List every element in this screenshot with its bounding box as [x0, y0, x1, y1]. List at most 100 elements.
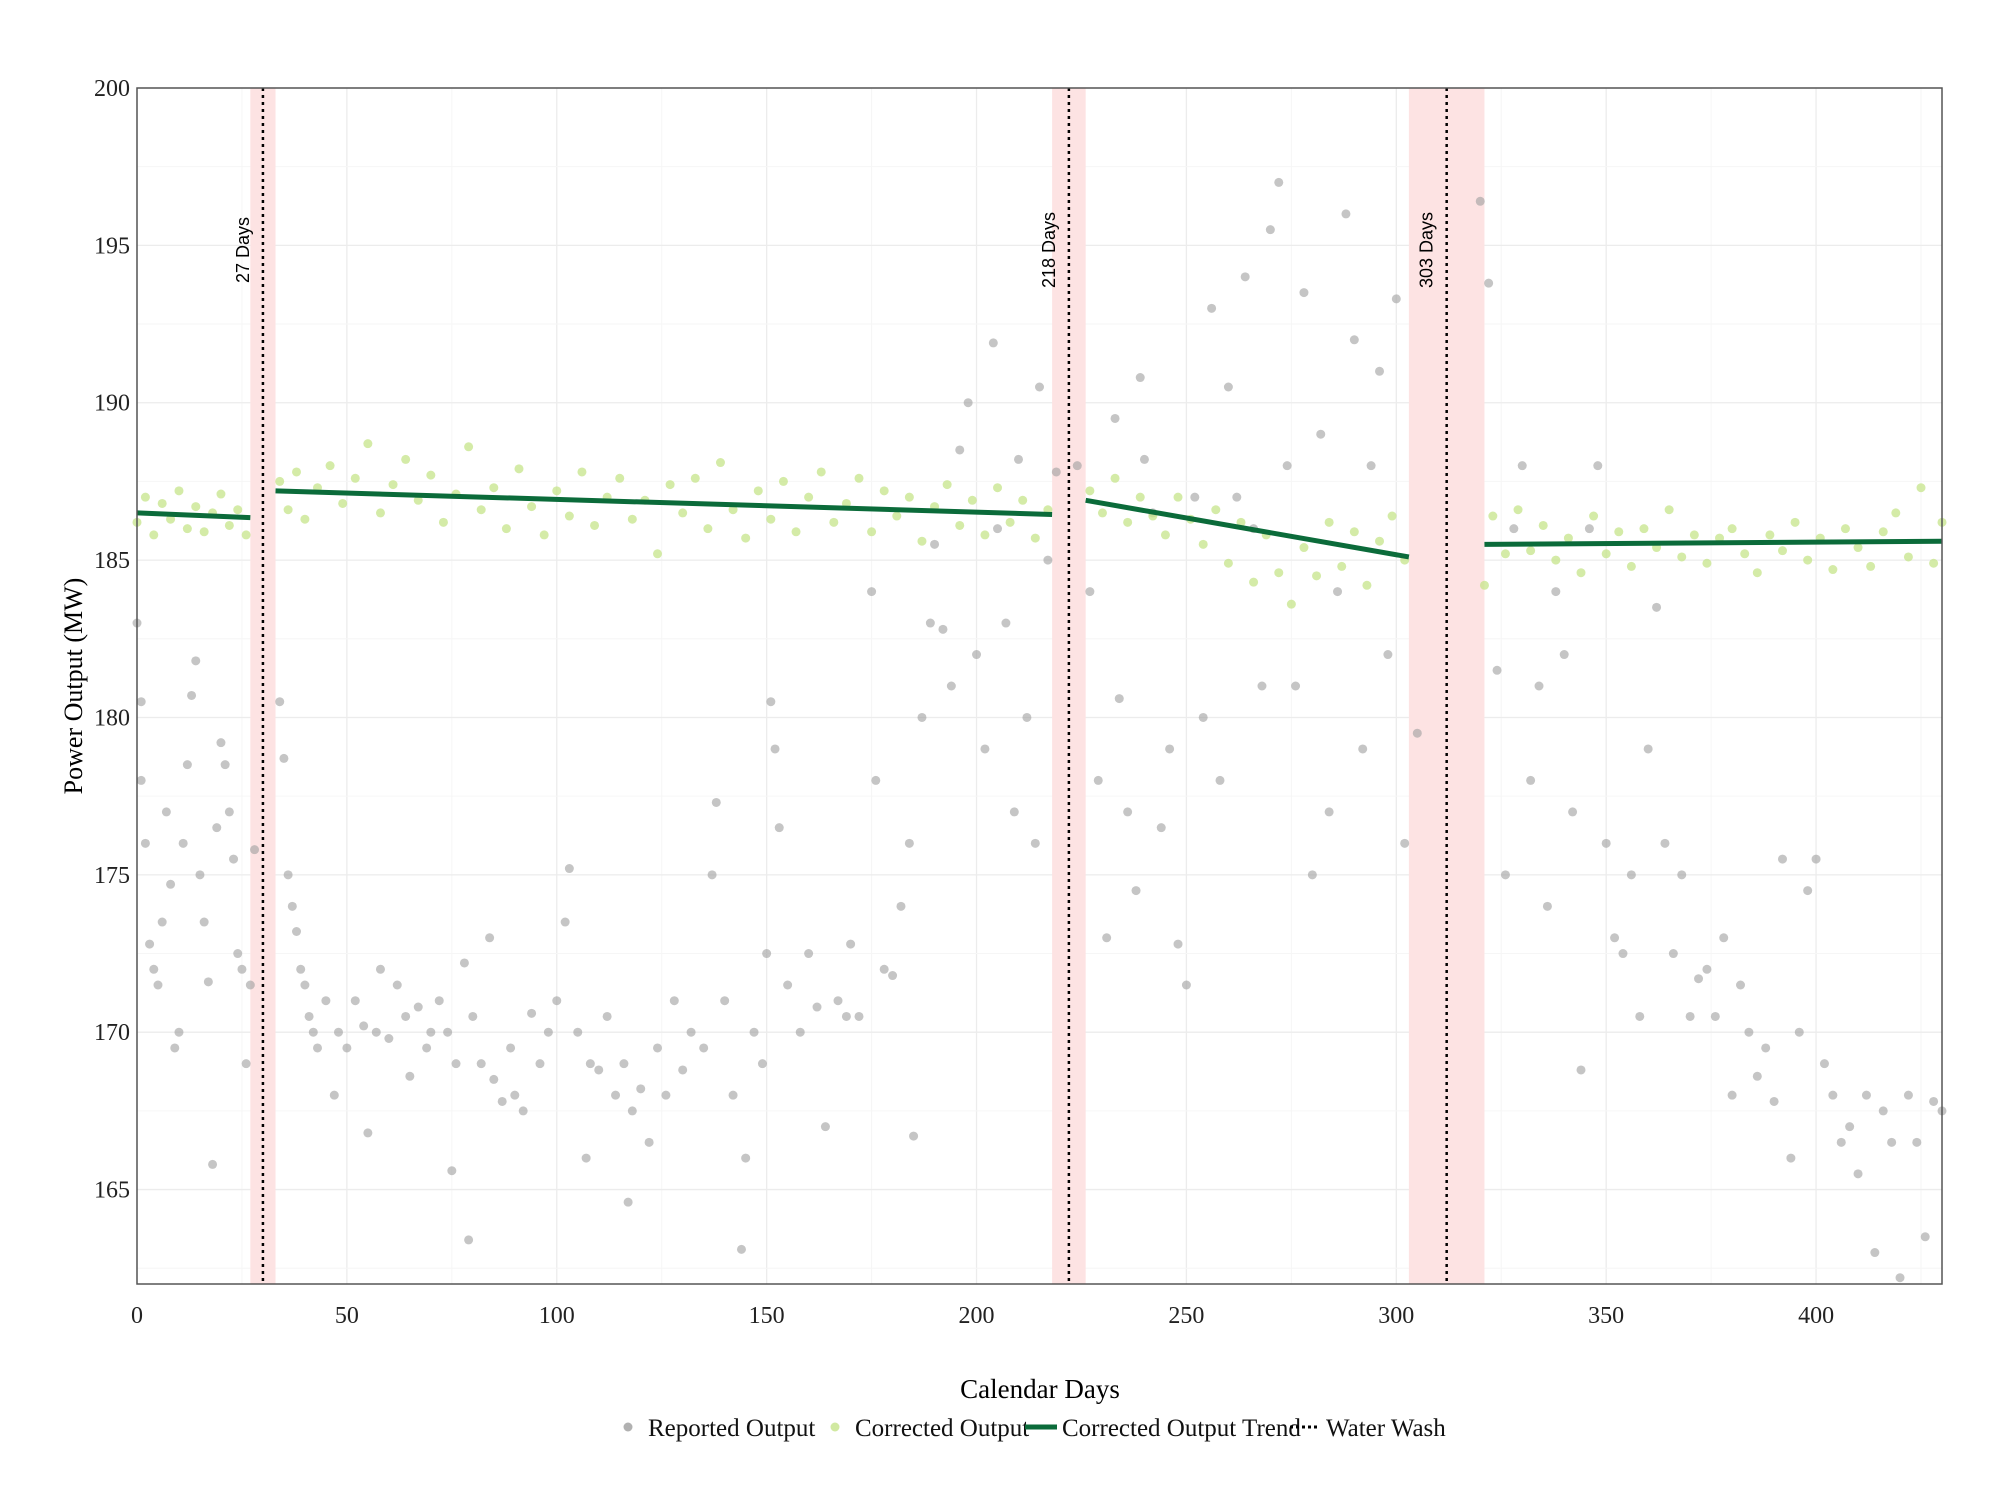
reported-output-point: [275, 697, 285, 707]
corrected-output-point: [942, 480, 952, 490]
reported-output-point: [1685, 1011, 1695, 1021]
reported-output-point: [1123, 807, 1133, 817]
corrected-output-point: [778, 476, 788, 486]
reported-output-point: [766, 697, 776, 707]
reported-output-point: [1618, 949, 1628, 959]
reported-output-point: [350, 996, 360, 1006]
reported-output-point: [627, 1106, 637, 1116]
corrected-output-point: [1362, 580, 1372, 590]
reported-output-point: [619, 1059, 629, 1069]
reported-output-point: [1727, 1090, 1737, 1100]
corrected-output-point: [1312, 571, 1322, 581]
corrected-output-point: [157, 498, 167, 508]
reported-output-point: [1845, 1122, 1855, 1132]
y-tick-label: 170: [94, 1020, 130, 1046]
corrected-output-trend: [136, 488, 1943, 560]
reported-output-point: [510, 1090, 520, 1100]
reported-output-point: [149, 964, 159, 974]
corrected-output-point: [1223, 558, 1233, 568]
reported-output-point: [1307, 870, 1317, 880]
corrected-output-point: [1513, 505, 1523, 515]
reported-output-point: [1702, 964, 1712, 974]
reported-output-point: [1668, 949, 1678, 959]
reported-output-point: [1324, 807, 1334, 817]
reported-output-point: [1299, 288, 1309, 298]
corrected-output-point: [1198, 539, 1208, 549]
reported-output-point: [1870, 1248, 1880, 1258]
reported-output-point: [212, 823, 222, 833]
reported-output-point: [506, 1043, 516, 1053]
reported-output-point: [1139, 454, 1149, 464]
reported-output-point: [1861, 1090, 1871, 1100]
reported-output-point: [392, 980, 402, 990]
reported-output-point: [728, 1090, 738, 1100]
reported-output-point: [552, 996, 562, 1006]
reported-output-point: [1551, 587, 1561, 597]
reported-output-point: [1051, 467, 1061, 477]
corrected-output-point: [514, 464, 524, 474]
reported-output-point: [1001, 618, 1011, 628]
reported-output-point: [1043, 555, 1053, 565]
x-tick-label: 350: [1588, 1303, 1624, 1329]
reported-output-point: [1333, 587, 1343, 597]
x-tick-label: 300: [1378, 1303, 1414, 1329]
reported-output-point: [1072, 461, 1082, 471]
reported-output-point: [384, 1034, 394, 1044]
reported-output-point: [707, 870, 717, 880]
reported-output-point: [1803, 886, 1813, 896]
reported-output-point: [963, 398, 973, 408]
reported-output-point: [846, 939, 856, 949]
corrected-output-point: [1005, 517, 1015, 527]
reported-output-point: [938, 624, 948, 634]
reported-output-point: [447, 1166, 457, 1176]
corrected-output-point: [1689, 530, 1699, 540]
reported-output-point: [195, 870, 205, 880]
reported-output-point: [224, 807, 234, 817]
reported-output-point: [241, 1059, 251, 1069]
reported-output-point: [468, 1011, 478, 1021]
corrected-output-point: [590, 520, 600, 530]
corrected-output-point: [791, 527, 801, 537]
corrected-output-point: [980, 530, 990, 540]
reported-output-point: [1920, 1232, 1930, 1242]
y-tick-label: 165: [94, 1178, 130, 1204]
corrected-output-point: [715, 458, 725, 468]
corrected-output-point: [1173, 492, 1183, 502]
corrected-output-point: [1018, 495, 1028, 505]
reported-output-point: [1257, 681, 1267, 691]
reported-output-point: [166, 879, 176, 889]
reported-output-point: [909, 1131, 919, 1141]
y-tick-label: 175: [94, 863, 130, 889]
reported-output-point: [1022, 712, 1032, 722]
reported-output-point: [1652, 602, 1662, 612]
corrected-output-point: [350, 473, 360, 483]
reported-output-point: [854, 1011, 864, 1021]
reported-output-point: [300, 980, 310, 990]
reported-output-point: [594, 1065, 604, 1075]
reported-output-point: [888, 971, 898, 981]
reported-output-point: [560, 917, 570, 927]
corrected-output-point: [1765, 530, 1775, 540]
reported-output-point: [174, 1027, 184, 1037]
trend-segment: [1484, 538, 1943, 547]
corrected-output-point: [199, 527, 209, 537]
reported-output-points: [132, 177, 1947, 1283]
corrected-output-point: [216, 489, 226, 499]
corrected-output-point: [1387, 511, 1397, 521]
corrected-output-point: [1526, 546, 1536, 556]
reported-output-point: [774, 823, 784, 833]
reported-output-point: [1114, 694, 1124, 704]
reported-output-point: [980, 744, 990, 754]
reported-output-point: [741, 1153, 751, 1163]
reported-output-point: [422, 1043, 432, 1053]
y-tick-label: 180: [94, 705, 130, 731]
corrected-output-point: [615, 473, 625, 483]
reported-output-point: [1291, 681, 1301, 691]
reported-output-point: [1593, 461, 1603, 471]
corrected-output-point: [1538, 520, 1548, 530]
reported-output-point: [925, 618, 935, 628]
reported-output-point: [229, 854, 239, 864]
reported-output-point: [1135, 373, 1145, 383]
water-wash-label: 218 Days: [1039, 212, 1059, 288]
reported-output-point: [245, 980, 255, 990]
